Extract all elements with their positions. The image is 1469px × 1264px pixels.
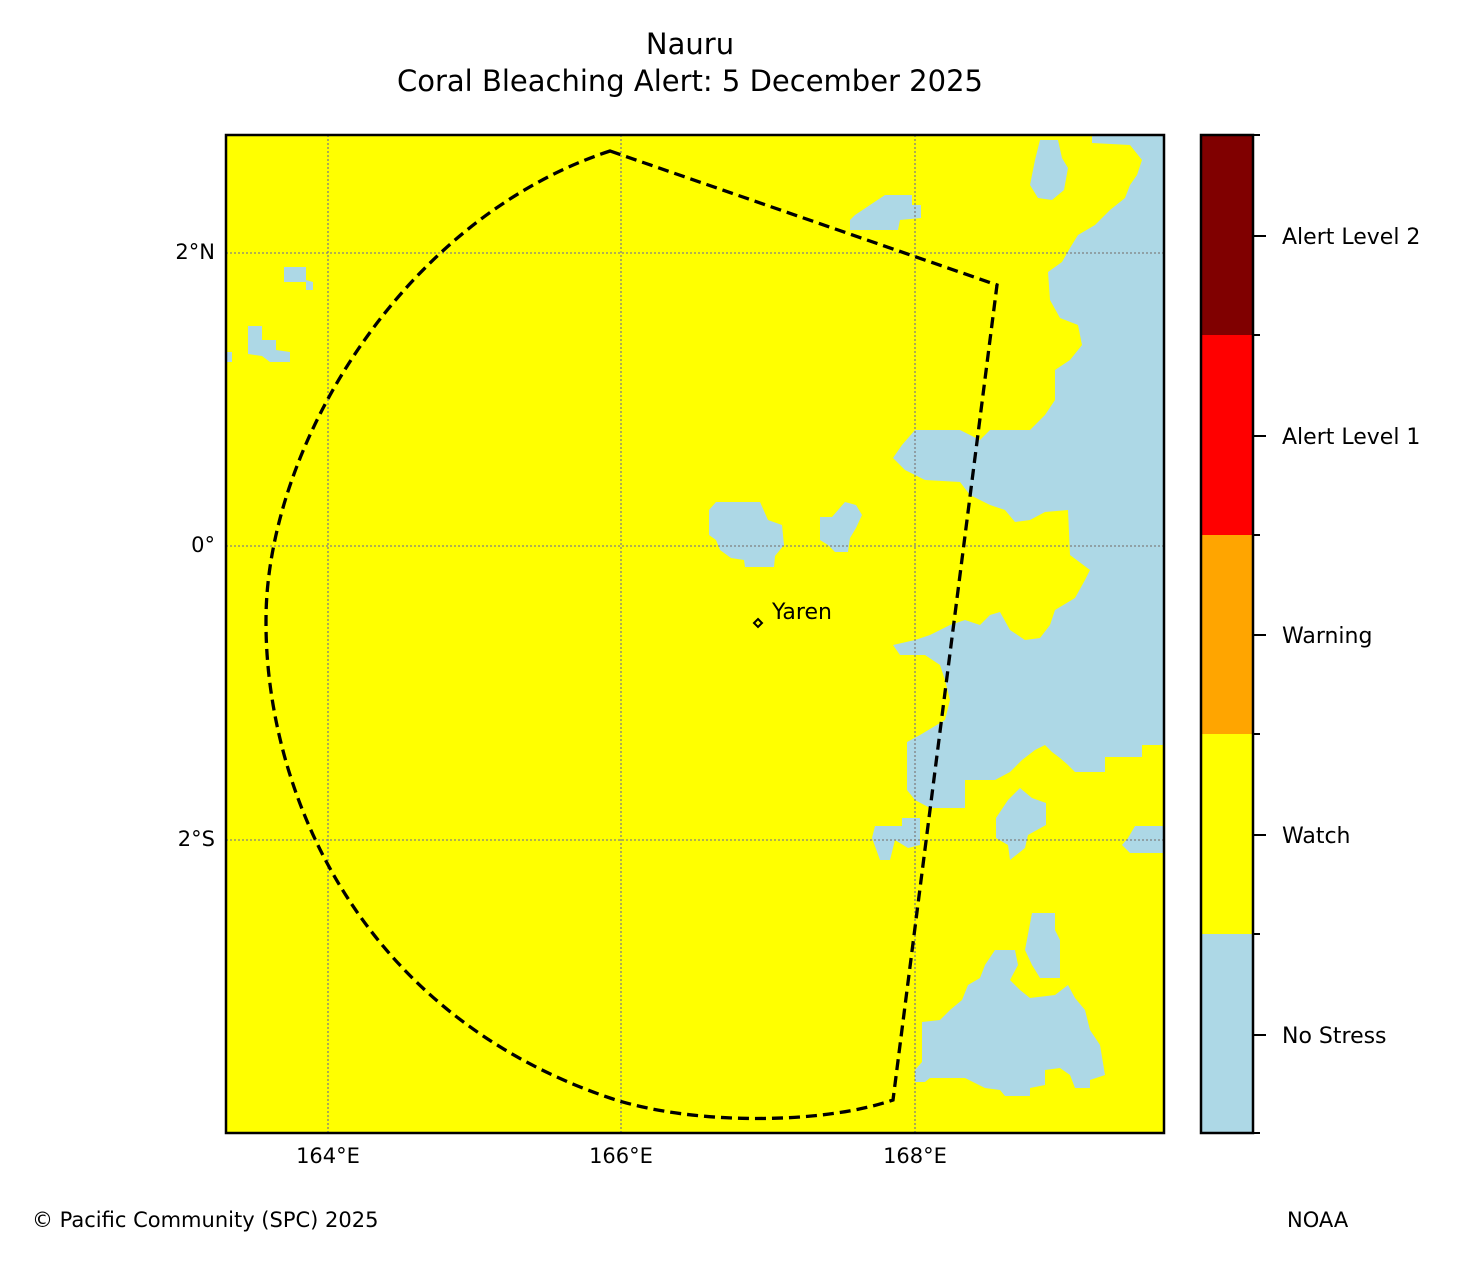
no-stress-patches xyxy=(226,135,1164,1096)
colorbar-segment-watch xyxy=(1201,734,1253,934)
no-stress-patch-s-4 xyxy=(1025,913,1060,978)
copyright-credit: © Pacific Community (SPC) 2025 xyxy=(32,1208,379,1232)
colorbar: Alert Level 2 Alert Level 1 Warning Watc… xyxy=(1199,133,1420,1135)
no-stress-patch-w-1 xyxy=(284,267,313,290)
no-stress-patch-c-2 xyxy=(820,502,862,552)
no-stress-patch-ne-2 xyxy=(850,195,921,230)
lat-label-2s: 2°S xyxy=(178,827,215,851)
legend-label-alert-level-2: Alert Level 2 xyxy=(1282,225,1420,250)
colorbar-label-ticks xyxy=(1253,235,1266,1036)
colorbar-segment-alert-level-2 xyxy=(1201,135,1253,335)
colorbar-segment-warning xyxy=(1201,535,1253,734)
no-stress-patch-s-5 xyxy=(915,950,1105,1096)
lon-label-164: 164°E xyxy=(296,1144,360,1168)
lon-label-168: 168°E xyxy=(883,1144,947,1168)
legend-label-warning: Warning xyxy=(1282,624,1372,649)
map-frame xyxy=(224,133,1166,1135)
data-source: NOAA xyxy=(1287,1208,1349,1232)
yaren-label: Yaren xyxy=(771,600,832,625)
no-stress-patch-ne-1 xyxy=(1030,140,1068,200)
gridlines xyxy=(226,135,1164,1133)
map-panel xyxy=(226,135,1164,1133)
no-stress-patch-w-2 xyxy=(248,326,290,362)
map-title: Nauru xyxy=(645,27,735,61)
lat-label-0: 0° xyxy=(191,533,215,557)
lat-label-2n: 2°N xyxy=(175,240,215,264)
no-stress-patch-s-1 xyxy=(996,788,1046,860)
lon-label-166: 166°E xyxy=(589,1144,653,1168)
colorbar-boundary-ticks xyxy=(1253,134,1260,1134)
legend-label-alert-level-1: Alert Level 1 xyxy=(1282,425,1420,450)
colorbar-segment-no-stress xyxy=(1201,934,1253,1133)
yaren-marker xyxy=(752,617,764,629)
colorbar-segment-alert-level-1 xyxy=(1201,335,1253,535)
no-stress-patch-east xyxy=(893,135,1164,808)
no-stress-patch-s-2 xyxy=(872,818,920,860)
no-stress-patch-w-3 xyxy=(226,352,232,362)
legend-label-watch: Watch xyxy=(1282,824,1351,849)
no-stress-patch-c-1 xyxy=(709,502,784,567)
map-subtitle: Coral Bleaching Alert: 5 December 2025 xyxy=(396,64,983,98)
legend-label-no-stress: No Stress xyxy=(1282,1024,1387,1049)
